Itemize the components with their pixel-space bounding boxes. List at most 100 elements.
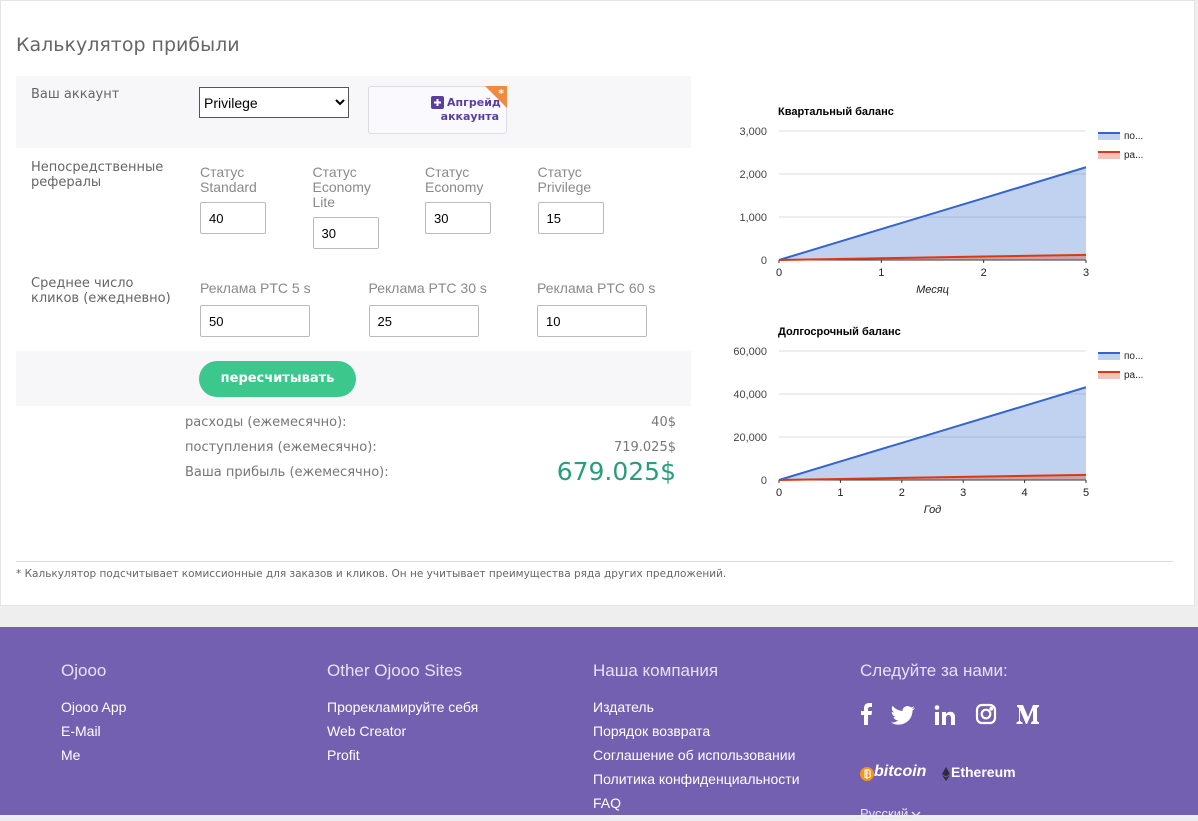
field: Статус Standard	[200, 165, 313, 234]
footer-link[interactable]: Me	[61, 747, 81, 763]
y-tick-label: 3,000	[739, 126, 767, 138]
clicks-label: Среднее число кликов (ежедневно)	[31, 276, 171, 306]
field-label: Реклама PTC 60 s	[537, 280, 656, 296]
footer-link[interactable]: E-Mail	[61, 723, 101, 739]
referral-fields: Статус Standard Статус Economy Lite Статус…	[200, 165, 650, 249]
x-axis-label: Месяц	[916, 284, 949, 296]
x-tick-label: 1	[878, 267, 884, 279]
footnote: * Калькулятор подсчитывает комиссионные …	[16, 568, 727, 580]
y-tick-label: 0	[761, 475, 767, 487]
x-tick-label: 3	[1083, 267, 1089, 279]
x-tick-label: 0	[776, 487, 782, 499]
field-label: Реклама PTC 30 s	[368, 280, 487, 296]
area-line	[778, 473, 1087, 481]
upgrade-button[interactable]: Апгрейд аккаунта *	[368, 86, 507, 134]
linkedin-icon[interactable]	[934, 705, 955, 725]
footer: Ojooo Ojooo App E-Mail Me Other Ojooo Sites П…	[0, 627, 1198, 821]
click-fields: Реклама PTC 5 s Реклама PTC 30 s Реклама P…	[200, 281, 706, 337]
result-value: 679.025$	[556, 457, 676, 486]
field-input[interactable]	[200, 305, 310, 337]
medium-icon[interactable]	[1016, 705, 1040, 724]
facebook-icon[interactable]	[861, 703, 872, 725]
footer-link[interactable]: Web Creator	[327, 723, 407, 739]
ethereum-label: Ethereum	[951, 764, 1016, 780]
x-tick-label: 2	[981, 267, 987, 279]
x-tick-label: 5	[1083, 487, 1089, 499]
field-label: Реклама PTC 5 s	[200, 280, 311, 296]
account-select[interactable]: Privilege	[199, 87, 349, 118]
x-tick-label: 2	[899, 487, 905, 499]
footer-link[interactable]: Ojooo App	[61, 699, 127, 715]
result-row: Ваша прибыль (ежемесячно): 679.025$	[185, 457, 676, 490]
field-input[interactable]	[312, 217, 379, 249]
chart: Квартальный баланс 0 1,000 2,000 3,000 0 1 2 3 Ме…	[739, 106, 1143, 296]
footer-link[interactable]: Политика конфиденциальности	[593, 771, 800, 787]
field-input[interactable]	[200, 202, 266, 234]
result-label: поступления (ежемесячно):	[185, 440, 377, 455]
chart: Долгосрочный баланс 0 20,000 40,000 60,000 0 1…	[733, 326, 1143, 516]
y-tick-label: 60,000	[733, 346, 767, 358]
language-label: Русский	[860, 806, 909, 821]
result-value: 719.025$	[613, 440, 676, 455]
area-line	[778, 166, 1087, 261]
y-tick-label: 20,000	[733, 432, 767, 444]
page-title: Калькулятор прибыли	[16, 34, 240, 56]
footer-heading: Other Ojooo Sites	[327, 661, 463, 680]
legend-swatch	[1098, 132, 1120, 140]
result-label: Ваша прибыль (ежемесячно):	[185, 465, 389, 480]
x-tick-label: 4	[1022, 487, 1028, 499]
field-input[interactable]	[425, 202, 491, 234]
field-label: Статус Privilege	[537, 164, 592, 195]
footer-heading: Ojooo	[61, 661, 107, 680]
legend-swatch	[1098, 371, 1120, 379]
footer-link[interactable]: Profit	[327, 747, 360, 763]
bitcoin-label: bitcoin	[874, 763, 927, 780]
form-row-bg	[16, 76, 691, 148]
chart-title: Долгосрочный баланс	[778, 326, 901, 338]
divider	[16, 561, 1173, 562]
field-input[interactable]	[537, 202, 604, 234]
footer-link[interactable]: FAQ	[593, 795, 622, 811]
field-input[interactable]	[368, 305, 479, 337]
twitter-icon[interactable]	[891, 705, 915, 725]
x-tick-label: 0	[776, 267, 782, 279]
area-line	[778, 253, 1087, 261]
legend-label: ра...	[1124, 150, 1143, 161]
field: Статус Economy	[425, 165, 538, 234]
recalc-button[interactable]: пересчитывать	[199, 361, 356, 397]
field-label: Статус Standard	[200, 164, 257, 195]
social-icons	[861, 703, 1040, 725]
result-row: поступления (ежемесячно): 719.025$	[185, 440, 676, 465]
footer-link[interactable]: Издатель	[593, 699, 654, 715]
result-label: расходы (ежемесячно):	[185, 415, 347, 430]
legend-swatch	[1098, 151, 1120, 159]
field: Статус Economy Lite	[312, 165, 426, 249]
legend-label: по...	[1124, 131, 1143, 142]
y-tick-label: 2,000	[739, 169, 767, 181]
field-input[interactable]	[537, 305, 647, 337]
upgrade-badge: *	[498, 87, 504, 100]
instagram-icon[interactable]	[975, 703, 997, 725]
referrals-label: Непосредственные рефералы	[31, 160, 164, 190]
area	[779, 387, 1086, 480]
bottom-bar	[0, 815, 1198, 817]
y-tick-label: 0	[761, 255, 767, 267]
x-axis-label: Год	[924, 504, 942, 516]
x-tick-label: 1	[837, 487, 843, 499]
result-value: 40$	[651, 415, 676, 430]
footer-link[interactable]: Соглашение об использовании	[593, 747, 796, 763]
footer-link[interactable]: Порядок возврата	[593, 723, 711, 739]
language-select[interactable]: Русский	[860, 806, 921, 821]
field-label: Статус Economy	[425, 164, 484, 195]
calculator-card: Калькулятор прибыли Ваш аккаунт Privileg…	[0, 0, 1195, 606]
legend-swatch	[1098, 352, 1120, 360]
footer-heading: Наша компания	[593, 661, 719, 680]
result-row: расходы (ежемесячно): 40$	[185, 415, 676, 440]
field: Статус Privilege	[537, 164, 651, 234]
field: Реклама PTC 5 s	[200, 281, 369, 337]
footer-heading: Следуйте за нами:	[860, 661, 1008, 680]
y-tick-label: 40,000	[733, 389, 767, 401]
footer-link[interactable]: Прорекламируйте себя	[327, 699, 479, 715]
payment-icons	[860, 767, 950, 781]
